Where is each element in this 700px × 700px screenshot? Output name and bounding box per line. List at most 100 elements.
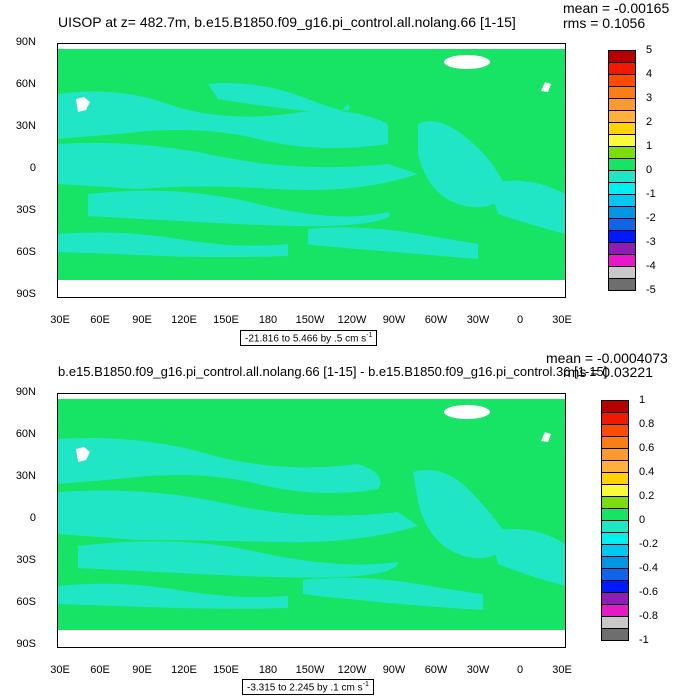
bottom-rms-stat: rms = 0.03221 <box>563 364 653 380</box>
cyan-region <box>58 438 381 493</box>
top-panel: UISOP at z= 482.7m, b.e15.B1850.f09_g16.… <box>15 0 670 347</box>
legend-label: -1 <box>646 188 656 200</box>
legend-swatch <box>601 628 629 641</box>
legend-label: 0 <box>646 164 653 176</box>
bottom-range-box: -3.315 to 2.245 by .1 cm s-1 <box>242 679 374 696</box>
cyan-region <box>490 528 565 586</box>
bottom-lat-label: 90S <box>16 638 36 650</box>
bottom-lon-label: 30E <box>50 664 70 676</box>
legend-label: -3 <box>646 236 656 248</box>
bottom-panel: mean = -0.0004073 b.e15.B1850.f09_g16.pi… <box>0 350 700 700</box>
bottom-map-field <box>58 394 565 647</box>
cyan-region <box>58 490 418 543</box>
legend-label: 1 <box>639 394 646 406</box>
top-lat-label: 30S <box>16 204 36 216</box>
cyan-region <box>413 470 513 559</box>
top-lon-label: 150E <box>213 314 239 326</box>
legend-label: 0.8 <box>639 418 655 430</box>
bottom-panel-title: b.e15.B1850.f09_g16.pi_control.all.nolan… <box>58 364 608 379</box>
bottom-lon-label: 30W <box>466 664 490 676</box>
legend-label: -4 <box>646 260 656 272</box>
bottom-lon-label: 0 <box>516 664 524 676</box>
bottom-range-unit: -1 <box>362 681 369 688</box>
land-mask <box>58 44 565 49</box>
land-mask <box>76 97 90 112</box>
land-mask <box>541 432 551 442</box>
legend-label: -0.2 <box>639 538 658 550</box>
top-rms-stat: rms = 0.1056 <box>563 15 646 31</box>
bottom-lon-label: 60W <box>424 664 448 676</box>
top-lat-label: 0 <box>29 162 36 174</box>
cyan-region <box>306 227 478 259</box>
top-mean-stat: mean = -0.00165 <box>563 0 670 16</box>
bottom-range-text: -3.315 to 2.245 by .1 cm s <box>247 682 363 694</box>
bottom-lon-label: 150W <box>295 664 325 676</box>
top-lon-label: 60W <box>424 314 448 326</box>
top-legend: 5 4 3 2 1 0 -1 -2 -3 -4 -5 <box>608 44 668 296</box>
top-lat-label: 90S <box>16 288 36 300</box>
bottom-legend: 1 0.8 0.6 0.4 0.2 0 -0.2 -0.4 -0.6 -0.8 -1 <box>601 394 671 646</box>
top-map-field <box>58 44 565 297</box>
legend-label: 1 <box>646 140 653 152</box>
top-lon-label: 120E <box>171 314 197 326</box>
bottom-mean-stat: mean = -0.0004073 <box>546 350 668 366</box>
legend-label: 0.2 <box>639 490 655 502</box>
top-lon-label: 30E <box>50 314 70 326</box>
legend-label: -1 <box>639 634 649 646</box>
cyan-region <box>58 583 288 609</box>
bottom-lon-label: 30E <box>552 664 572 676</box>
legend-label: 0.4 <box>639 466 655 478</box>
top-lon-label: 90E <box>132 314 152 326</box>
legend-label: 4 <box>646 68 653 80</box>
greenland-mask <box>444 55 490 69</box>
top-lon-label: 30W <box>466 314 490 326</box>
legend-label: 0.6 <box>639 442 655 454</box>
legend-label: -0.4 <box>639 562 658 574</box>
bottom-map <box>57 393 566 648</box>
top-range-unit: -1 <box>366 332 373 339</box>
legend-label: 5 <box>646 44 653 56</box>
top-range-text: -21.816 to 5.466 by .5 cm s <box>245 333 367 345</box>
bottom-lat-label: 60N <box>15 428 36 440</box>
land-mask <box>58 394 565 399</box>
legend-label: -0.8 <box>639 610 658 622</box>
legend-label: 3 <box>646 92 653 104</box>
cyan-region <box>58 232 288 258</box>
bottom-lon-label: 150E <box>213 664 239 676</box>
cyan-region <box>58 142 418 190</box>
cyan-region <box>78 541 398 578</box>
bottom-lon-label: 180 <box>258 664 278 676</box>
top-range-box: -21.816 to 5.466 by .5 cm s-1 <box>240 330 378 347</box>
cyan-region <box>208 83 350 114</box>
top-lon-label: 180 <box>258 314 278 326</box>
greenland-mask <box>444 405 490 419</box>
top-map <box>57 43 566 298</box>
antarctica-mask <box>58 630 565 647</box>
bottom-lat-label: 30S <box>16 554 36 566</box>
legend-swatch <box>608 278 636 291</box>
top-lon-label: 150W <box>295 314 325 326</box>
bottom-lon-label: 90W <box>382 664 406 676</box>
legend-label: -5 <box>646 284 656 296</box>
top-lat-label: 60S <box>16 246 36 258</box>
cyan-region <box>418 121 508 208</box>
top-lon-label: 120W <box>337 314 367 326</box>
land-mask <box>76 447 90 462</box>
legend-label: 2 <box>646 116 653 128</box>
legend-label: -0.6 <box>639 586 658 598</box>
top-lon-label: 30E <box>552 314 572 326</box>
bottom-lat-label: 30N <box>15 470 36 482</box>
top-lat-label: 60N <box>15 78 36 90</box>
top-lon-label: 90W <box>382 314 406 326</box>
top-lon-label: 60E <box>90 314 110 326</box>
legend-label: 0 <box>639 514 646 526</box>
top-lat-label: 90N <box>15 36 36 48</box>
cyan-region <box>302 577 483 610</box>
top-panel-title: UISOP at z= 482.7m, b.e15.B1850.f09_g16.… <box>58 14 516 30</box>
bottom-lat-label: 60S <box>16 596 36 608</box>
cyan-region <box>88 190 390 227</box>
bottom-lon-label: 90E <box>132 664 152 676</box>
top-lon-label: 0 <box>516 314 524 326</box>
bottom-lat-label: 0 <box>29 512 36 524</box>
bottom-lon-label: 120E <box>171 664 197 676</box>
